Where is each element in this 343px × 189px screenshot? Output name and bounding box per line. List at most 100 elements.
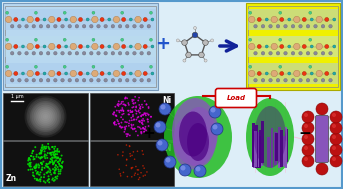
Text: Load: Load [226, 95, 246, 101]
Circle shape [68, 24, 71, 28]
Circle shape [122, 101, 124, 102]
Circle shape [60, 166, 62, 168]
Circle shape [288, 18, 291, 21]
Bar [3, 3, 158, 90]
Circle shape [142, 106, 144, 108]
Circle shape [34, 166, 36, 168]
Circle shape [131, 107, 133, 108]
Circle shape [64, 18, 68, 21]
Circle shape [271, 43, 277, 50]
Circle shape [139, 177, 140, 178]
Circle shape [128, 113, 129, 115]
Ellipse shape [164, 96, 232, 178]
Circle shape [194, 165, 206, 177]
Circle shape [134, 109, 136, 111]
Circle shape [325, 71, 329, 75]
Circle shape [114, 106, 116, 108]
Circle shape [125, 105, 126, 106]
Circle shape [325, 18, 329, 22]
Circle shape [45, 115, 47, 118]
Circle shape [316, 163, 328, 175]
Circle shape [123, 104, 126, 105]
Circle shape [59, 170, 61, 172]
Circle shape [329, 51, 332, 55]
Circle shape [34, 105, 57, 128]
Circle shape [288, 72, 291, 75]
Circle shape [34, 11, 37, 14]
Circle shape [321, 51, 325, 55]
Circle shape [22, 18, 24, 21]
Circle shape [70, 16, 76, 23]
Circle shape [150, 116, 152, 118]
Circle shape [144, 174, 146, 176]
Bar [285, 127, 287, 168]
Circle shape [39, 171, 42, 173]
Circle shape [61, 166, 63, 168]
Circle shape [179, 164, 191, 176]
Circle shape [134, 96, 136, 98]
Circle shape [54, 177, 56, 179]
Circle shape [131, 111, 133, 113]
Circle shape [128, 122, 130, 124]
Circle shape [50, 154, 52, 156]
Circle shape [276, 24, 280, 28]
Circle shape [302, 155, 314, 167]
Circle shape [129, 18, 132, 21]
Circle shape [130, 124, 132, 125]
Circle shape [126, 135, 128, 137]
Circle shape [302, 133, 314, 145]
Circle shape [142, 128, 144, 130]
Circle shape [24, 95, 67, 138]
Circle shape [47, 170, 49, 172]
Circle shape [330, 111, 342, 123]
Circle shape [57, 148, 59, 150]
Circle shape [54, 151, 56, 153]
Circle shape [124, 126, 126, 128]
Circle shape [34, 167, 36, 169]
Circle shape [143, 131, 145, 133]
Circle shape [125, 97, 126, 99]
Circle shape [92, 43, 98, 50]
Circle shape [54, 157, 56, 159]
Bar [3, 93, 88, 140]
Circle shape [142, 118, 144, 120]
Circle shape [120, 126, 122, 128]
Circle shape [302, 71, 306, 75]
Circle shape [55, 168, 57, 170]
Circle shape [261, 24, 265, 28]
Circle shape [104, 24, 107, 28]
Circle shape [141, 132, 142, 134]
Circle shape [120, 122, 122, 123]
Circle shape [40, 156, 43, 158]
Circle shape [302, 122, 314, 134]
Circle shape [63, 38, 66, 41]
Circle shape [28, 164, 31, 167]
Circle shape [116, 104, 118, 106]
Circle shape [25, 51, 28, 55]
Circle shape [140, 24, 143, 28]
Circle shape [132, 110, 133, 112]
Circle shape [147, 78, 151, 82]
Circle shape [43, 72, 46, 75]
Circle shape [28, 157, 30, 159]
Circle shape [330, 122, 342, 134]
Circle shape [148, 125, 150, 127]
Circle shape [143, 120, 145, 122]
Circle shape [92, 11, 95, 14]
Circle shape [249, 16, 255, 23]
Circle shape [54, 160, 56, 162]
Circle shape [122, 151, 124, 153]
Circle shape [120, 116, 122, 118]
Circle shape [5, 70, 12, 77]
Circle shape [29, 169, 32, 170]
Circle shape [199, 52, 204, 58]
Circle shape [249, 11, 252, 14]
Circle shape [284, 24, 287, 28]
Circle shape [176, 39, 179, 42]
Circle shape [34, 167, 36, 169]
Circle shape [45, 146, 47, 148]
Circle shape [27, 158, 29, 160]
Circle shape [132, 167, 133, 168]
Circle shape [40, 162, 42, 164]
Bar [274, 132, 276, 165]
